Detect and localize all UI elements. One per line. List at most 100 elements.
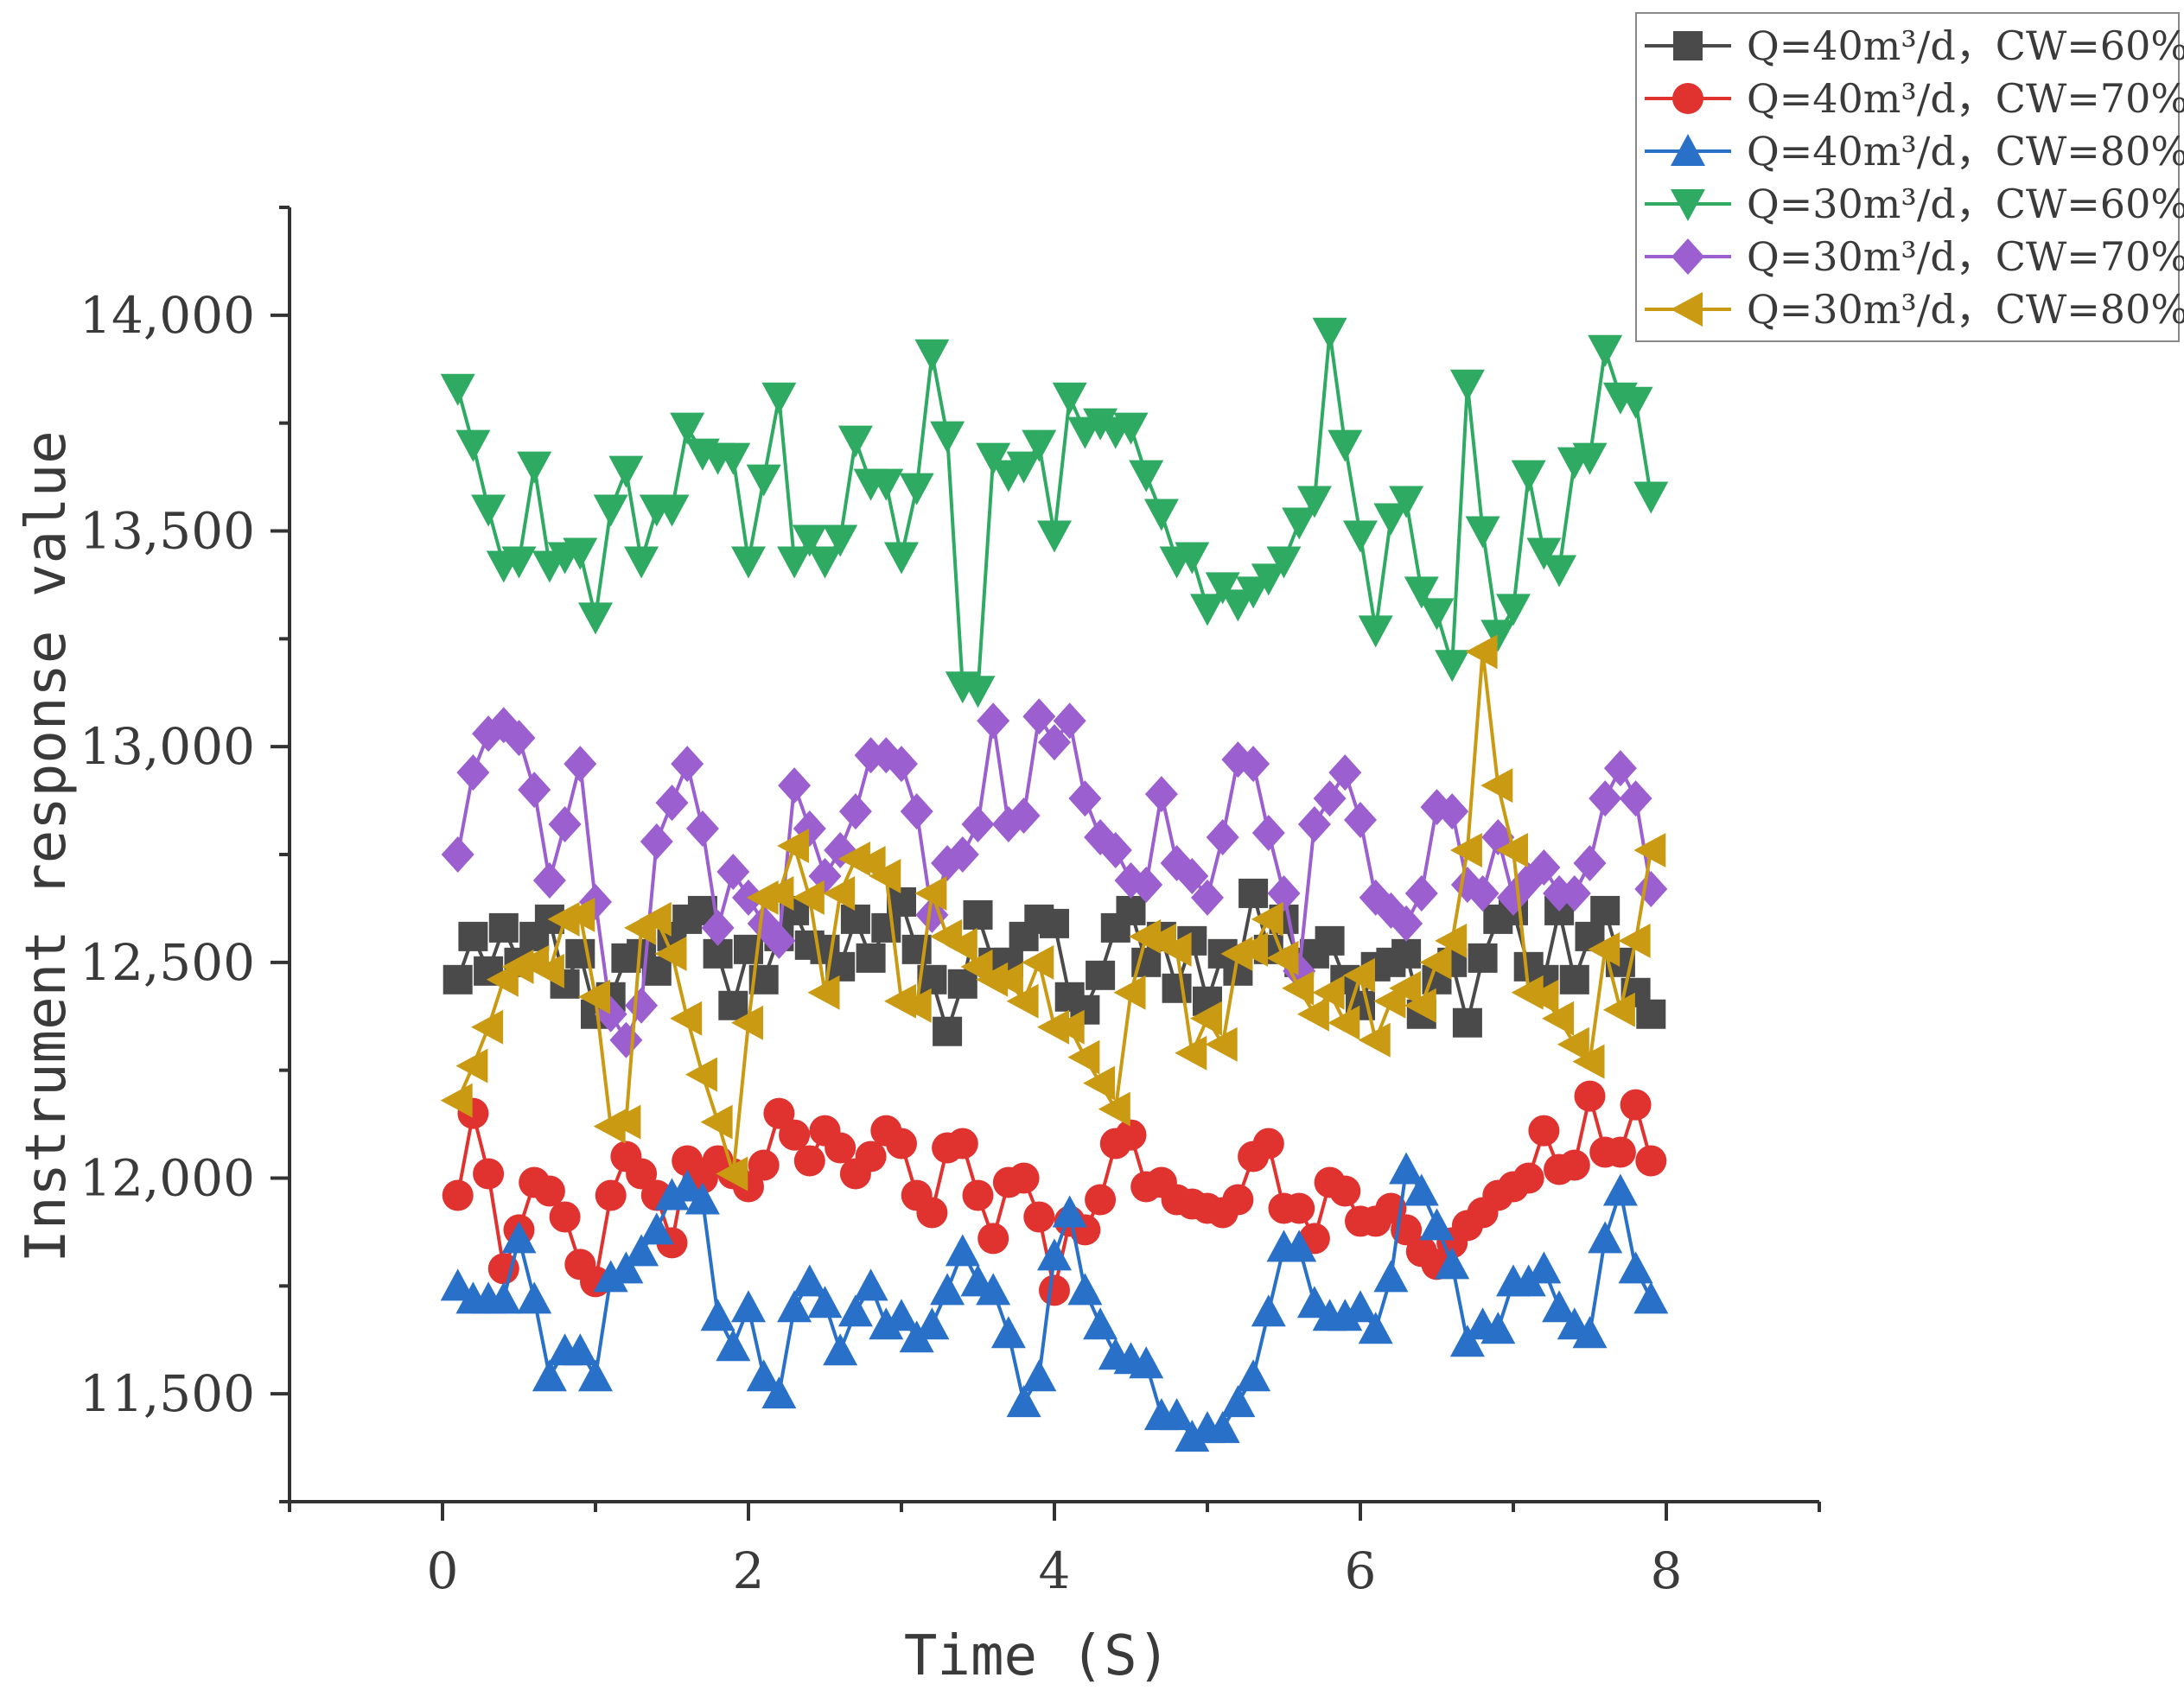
x-tick-label: 4 <box>1039 1541 1071 1600</box>
data-point <box>946 1128 978 1160</box>
data-point <box>1572 1316 1608 1349</box>
data-point <box>899 988 932 1023</box>
data-point <box>1373 503 1409 536</box>
data-point <box>1636 999 1666 1029</box>
data-point <box>440 373 475 406</box>
data-point <box>1465 634 1498 670</box>
data-point <box>1480 768 1513 804</box>
data-point <box>608 455 644 488</box>
data-point <box>945 927 977 963</box>
y-tick-label: 13,500 <box>80 502 255 561</box>
data-point <box>869 468 904 501</box>
data-point <box>1143 499 1179 531</box>
data-point <box>1282 1230 1317 1262</box>
data-point <box>779 1119 811 1151</box>
data-point <box>777 1290 812 1323</box>
legend-swatch-marker <box>1671 189 1705 221</box>
data-point <box>684 1182 720 1215</box>
data-point <box>1175 857 1209 894</box>
data-point <box>640 823 673 861</box>
data-point <box>1039 1274 1070 1306</box>
data-point <box>837 1294 873 1327</box>
data-point <box>518 772 551 809</box>
series-4 <box>440 317 1669 709</box>
data-point <box>440 1268 475 1301</box>
data-point <box>1328 429 1363 462</box>
data-point <box>1086 960 1116 990</box>
data-point <box>1116 895 1146 925</box>
data-point <box>731 1005 763 1040</box>
data-point <box>1329 1175 1361 1207</box>
data-point <box>548 806 582 843</box>
data-point <box>1159 1398 1194 1431</box>
data-point <box>488 912 519 943</box>
data-point <box>1449 833 1482 868</box>
data-point <box>1618 386 1653 419</box>
data-point <box>1573 844 1607 881</box>
data-point <box>1040 908 1069 938</box>
data-point <box>501 546 537 579</box>
x-tick-label: 8 <box>1651 1541 1683 1600</box>
data-point <box>1205 1411 1240 1444</box>
data-point <box>440 1083 473 1118</box>
data-point <box>1435 650 1470 683</box>
data-point <box>853 1268 888 1301</box>
data-point <box>792 1264 827 1297</box>
data-point <box>1238 878 1269 908</box>
legend-label: Q=30m³/d，CW=70% <box>1747 233 2184 280</box>
data-point <box>1620 1089 1652 1121</box>
data-point <box>962 1179 994 1211</box>
data-point <box>639 901 672 937</box>
data-point <box>731 546 766 579</box>
data-point <box>761 875 794 911</box>
data-point <box>792 880 825 915</box>
axes: 0 2 4 6 8 11,500 12,000 12,500 13,000 13,500 14,00… <box>80 206 1821 1600</box>
data-point <box>1635 1145 1667 1177</box>
data-point <box>946 836 979 873</box>
data-point <box>1435 1247 1470 1280</box>
data-point <box>1496 833 1528 868</box>
data-point <box>1358 615 1393 648</box>
data-point <box>626 1158 658 1190</box>
data-point <box>533 1175 565 1207</box>
legend-item: Q=40m³/d，CW=60% <box>1645 22 2184 69</box>
data-point <box>1526 537 1562 570</box>
data-point <box>763 1097 795 1129</box>
data-point <box>1358 1022 1391 1058</box>
data-point <box>1297 806 1331 843</box>
data-point <box>963 899 993 930</box>
data-point <box>608 1104 641 1140</box>
data-point <box>532 1359 567 1392</box>
data-point <box>960 676 996 709</box>
data-point <box>1129 460 1164 492</box>
data-point <box>455 1048 488 1083</box>
legend-label: Q=40m³/d，CW=80% <box>1747 128 2184 175</box>
data-point <box>1391 938 1422 969</box>
data-point <box>1588 1221 1623 1254</box>
data-point <box>1528 1115 1560 1147</box>
data-point <box>1450 866 1484 903</box>
data-point <box>716 1329 751 1362</box>
data-point <box>1542 1001 1575 1036</box>
data-point <box>1557 874 1591 912</box>
data-point <box>487 1253 519 1285</box>
x-axis-title: Time (S) <box>904 1624 1170 1688</box>
data-point <box>1435 923 1468 958</box>
data-point <box>1083 408 1118 441</box>
data-point <box>1236 931 1269 967</box>
data-point <box>746 1359 781 1392</box>
data-point <box>1619 780 1652 817</box>
data-point <box>807 975 840 1010</box>
data-point <box>976 442 1011 475</box>
data-point <box>608 1251 644 1284</box>
data-point <box>1022 698 1056 735</box>
data-point <box>1129 1346 1164 1379</box>
data-point <box>654 494 690 527</box>
legend-swatch-marker <box>1672 83 1703 114</box>
data-point <box>654 936 687 971</box>
data-point <box>1023 1201 1055 1233</box>
data-point <box>1113 975 1146 1010</box>
data-point <box>1007 797 1041 835</box>
data-point <box>1067 1273 1103 1306</box>
data-point <box>718 990 748 1020</box>
